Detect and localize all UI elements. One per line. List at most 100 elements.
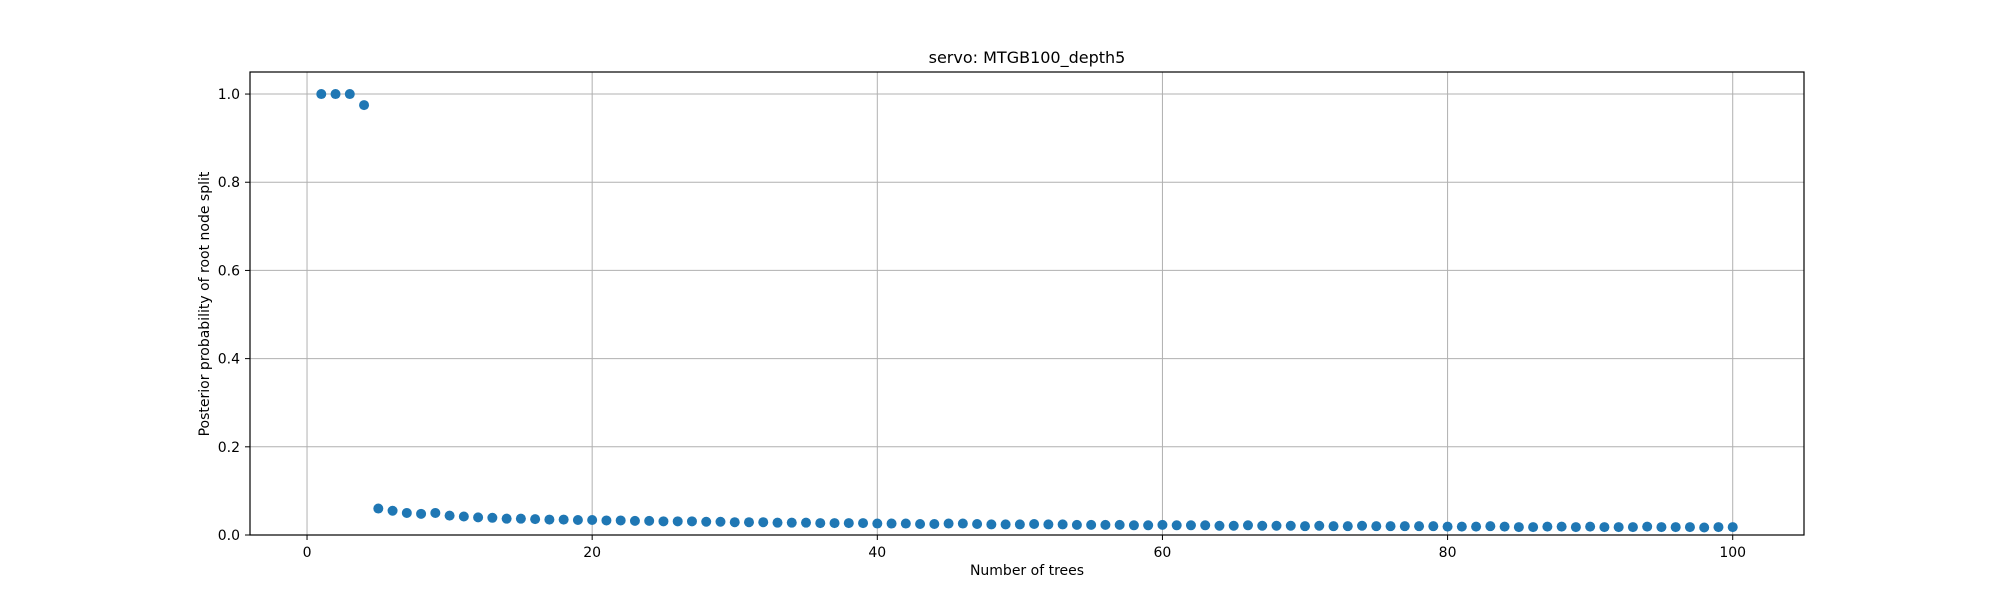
data-point — [1214, 520, 1225, 531]
data-point — [1271, 520, 1282, 531]
data-point — [658, 516, 669, 527]
data-point — [1314, 520, 1325, 531]
data-point — [1029, 518, 1040, 529]
y-tick-label: 0.0 — [218, 528, 240, 544]
data-point — [644, 515, 655, 526]
data-point — [1057, 519, 1068, 530]
data-point — [473, 512, 484, 523]
x-tick-label: 100 — [1719, 545, 1746, 561]
data-point — [729, 517, 740, 528]
data-point — [1257, 520, 1268, 531]
data-point — [572, 515, 583, 526]
data-point — [587, 515, 598, 526]
data-point — [1471, 521, 1482, 532]
data-point — [1200, 520, 1211, 531]
data-point — [330, 89, 341, 100]
data-point — [1128, 520, 1139, 531]
data-point — [1542, 521, 1553, 532]
data-point — [915, 518, 926, 529]
data-point — [344, 89, 355, 100]
data-point — [672, 516, 683, 527]
data-point — [1000, 519, 1011, 530]
data-point — [801, 517, 812, 528]
data-point — [1385, 521, 1396, 532]
data-point — [1014, 519, 1025, 530]
data-point — [1585, 521, 1596, 532]
data-point — [501, 513, 512, 524]
data-point — [1285, 520, 1296, 531]
data-point — [458, 511, 469, 522]
y-tick-label: 1.0 — [218, 87, 240, 103]
data-point — [1043, 519, 1054, 530]
data-point — [601, 515, 612, 526]
data-point — [1727, 522, 1738, 533]
y-axis-label: Posterior probability of root node split — [197, 171, 213, 436]
data-point — [316, 89, 327, 100]
data-point — [1071, 519, 1082, 530]
y-tick-label: 0.8 — [218, 175, 240, 191]
data-point — [743, 517, 754, 528]
data-point — [1642, 521, 1653, 532]
data-point — [1599, 522, 1610, 533]
data-point — [1371, 521, 1382, 532]
data-point — [1342, 521, 1353, 532]
data-point — [1228, 520, 1239, 531]
data-point — [1670, 522, 1681, 533]
y-tick-label: 0.6 — [218, 263, 240, 279]
data-point — [373, 503, 384, 514]
data-point — [715, 516, 726, 527]
y-axis-ticks: 0.0 0.2 0.4 0.6 0.8 1.0 — [218, 87, 250, 544]
data-point — [1157, 519, 1168, 530]
x-tick-label: 40 — [868, 545, 886, 561]
data-point — [1656, 522, 1667, 533]
data-point — [1300, 521, 1311, 532]
x-tick-label: 80 — [1439, 545, 1457, 561]
data-point — [1242, 520, 1253, 531]
data-point — [615, 515, 626, 526]
data-point — [772, 517, 783, 528]
data-point — [430, 507, 441, 518]
data-point — [943, 518, 954, 529]
data-point — [359, 100, 370, 111]
data-point — [1414, 521, 1425, 532]
data-point — [1556, 521, 1567, 532]
data-point — [1114, 519, 1125, 530]
y-tick-label: 0.4 — [218, 352, 240, 368]
data-point — [416, 508, 427, 519]
data-point — [1456, 521, 1467, 532]
data-point — [829, 518, 840, 529]
data-point — [544, 514, 555, 525]
data-point — [786, 517, 797, 528]
data-point — [758, 517, 769, 528]
data-point — [1627, 522, 1638, 533]
data-point — [401, 507, 412, 518]
data-point — [1513, 522, 1524, 533]
data-point — [1143, 520, 1154, 531]
data-point — [487, 512, 498, 523]
data-point — [1328, 521, 1339, 532]
data-point — [444, 510, 455, 521]
y-tick-label: 0.2 — [218, 440, 240, 456]
data-point — [1185, 520, 1196, 531]
data-point — [701, 516, 712, 527]
data-point — [530, 514, 541, 525]
data-point — [1713, 522, 1724, 533]
data-point — [858, 518, 869, 529]
data-point — [515, 513, 526, 524]
data-point — [387, 505, 398, 516]
data-point — [1485, 521, 1496, 532]
data-point — [558, 514, 569, 525]
data-point — [972, 518, 983, 529]
data-point — [1100, 519, 1111, 530]
x-tick-label: 0 — [303, 545, 312, 561]
data-points — [316, 89, 1738, 533]
data-point — [1171, 520, 1182, 531]
data-point — [986, 519, 997, 530]
x-tick-label: 60 — [1154, 545, 1172, 561]
data-point — [1442, 521, 1453, 532]
data-point — [929, 518, 940, 529]
x-axis-label: Number of trees — [970, 563, 1084, 579]
x-tick-label: 20 — [583, 545, 601, 561]
data-point — [1399, 521, 1410, 532]
